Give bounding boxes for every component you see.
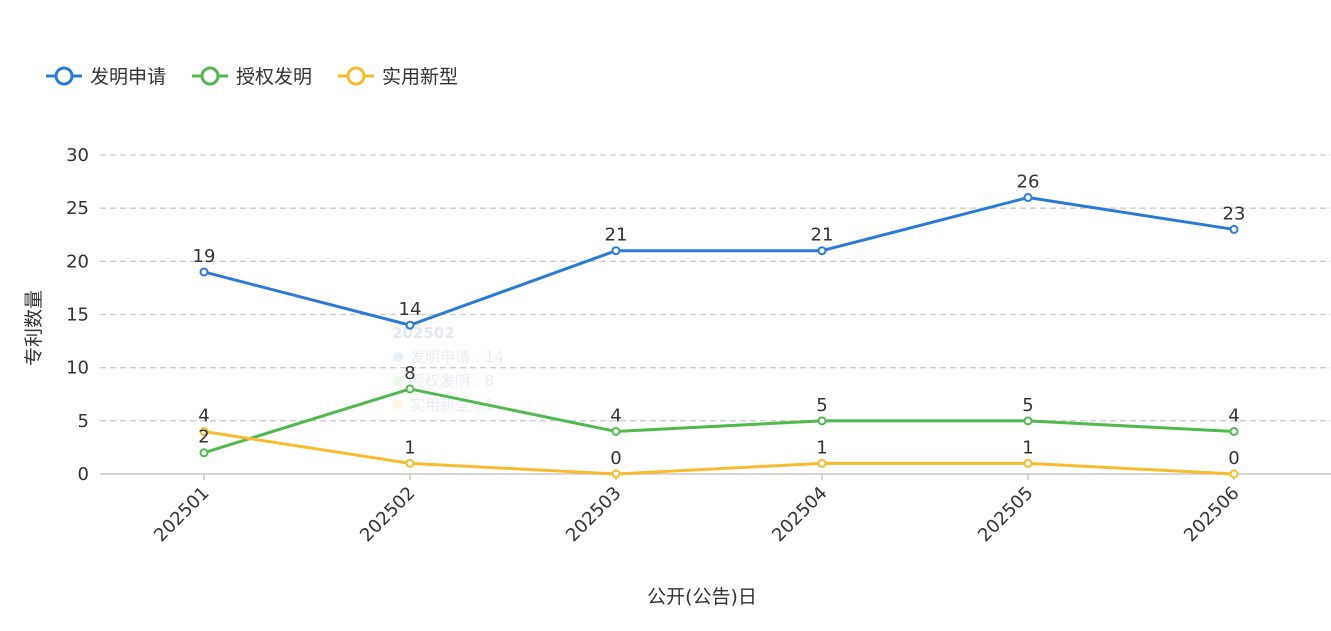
legend-item[interactable]: 实用新型 (338, 66, 458, 88)
x-axis: 202501 202502 202503 202504 202505 202506 (100, 473, 1331, 546)
grid-lines (100, 154, 1331, 422)
series-0 (199, 193, 1239, 330)
y-tick-label: 5 (78, 411, 89, 432)
data-point[interactable] (1023, 193, 1033, 203)
x-tick-label: 202501 (150, 483, 213, 546)
tooltip-line: 授权发明 : 8 (410, 372, 494, 390)
data-point[interactable] (199, 267, 209, 277)
data-label: 23 (1223, 203, 1246, 224)
data-label: 0 (1228, 448, 1239, 469)
y-tick-label: 25 (66, 198, 89, 219)
series-line (203, 196, 1235, 327)
data-point[interactable] (1229, 469, 1239, 479)
legend[interactable]: 发明申请 授权发明 实用新型 (46, 66, 458, 88)
legend-item[interactable]: 授权发明 (192, 66, 312, 88)
series-2 (199, 426, 1239, 479)
data-label: 1 (1022, 437, 1033, 458)
y-axis-title: 专利数量 (23, 290, 45, 366)
data-label: 8 (404, 363, 415, 384)
data-label: 1 (404, 437, 415, 458)
x-tick-label: 202504 (768, 483, 831, 546)
y-tick-label: 10 (66, 358, 89, 379)
data-point[interactable] (611, 246, 621, 256)
data-point[interactable] (611, 469, 621, 479)
data-label: 2 (198, 427, 209, 448)
data-point[interactable] (199, 448, 209, 458)
x-tick-label: 202506 (1180, 483, 1243, 546)
y-tick-label: 30 (66, 145, 89, 166)
data-label: 19 (193, 246, 216, 267)
tooltip-line: 发明申请 : 14 (410, 348, 504, 366)
data-point[interactable] (817, 458, 827, 468)
data-label: 0 (610, 448, 621, 469)
legend-label: 发明申请 (90, 66, 166, 88)
legend-marker (200, 66, 220, 86)
data-point[interactable] (1229, 426, 1239, 436)
data-point[interactable] (611, 426, 621, 436)
x-axis-title: 公开(公告)日 (647, 586, 757, 608)
y-tick-label: 20 (66, 251, 89, 272)
tooltip-title: 202502 (392, 324, 455, 342)
data-label: 5 (816, 395, 827, 416)
series-lines (199, 193, 1239, 479)
tooltip-marker (393, 376, 403, 386)
data-point[interactable] (405, 458, 415, 468)
data-label: 4 (198, 405, 209, 426)
series-1 (199, 384, 1239, 458)
series-line (203, 429, 1235, 476)
y-tick-label: 0 (78, 464, 89, 485)
data-labels: 19 14 21 21 26 23 2 8 4 5 5 4 4 1 0 1 1 0 (193, 172, 1246, 469)
data-point[interactable] (405, 320, 415, 330)
data-label: 5 (1022, 395, 1033, 416)
x-tick-label: 202502 (356, 483, 419, 546)
legend-label: 实用新型 (382, 66, 458, 88)
y-axis: 0 5 10 15 20 25 30 (66, 145, 89, 485)
tooltip-marker (393, 352, 403, 362)
data-point[interactable] (1023, 458, 1033, 468)
data-label: 4 (1228, 405, 1239, 426)
data-label: 4 (610, 405, 621, 426)
data-point[interactable] (1229, 224, 1239, 234)
data-point[interactable] (817, 246, 827, 256)
data-label: 26 (1017, 172, 1040, 193)
x-tick-label: 202505 (974, 483, 1037, 546)
data-point[interactable] (817, 416, 827, 426)
data-label: 21 (605, 225, 628, 246)
data-point[interactable] (405, 384, 415, 394)
tooltip-marker (393, 400, 403, 410)
data-point[interactable] (199, 426, 209, 436)
legend-label: 授权发明 (236, 66, 312, 88)
data-label: 1 (816, 437, 827, 458)
x-tick-label: 202503 (562, 483, 625, 546)
series-line (203, 387, 1235, 455)
legend-marker (346, 66, 366, 86)
legend-marker (54, 66, 74, 86)
y-tick-label: 15 (66, 305, 89, 326)
data-label: 14 (399, 299, 422, 320)
legend-item[interactable]: 发明申请 (46, 66, 166, 88)
data-label: 21 (811, 225, 834, 246)
data-point[interactable] (1023, 416, 1033, 426)
